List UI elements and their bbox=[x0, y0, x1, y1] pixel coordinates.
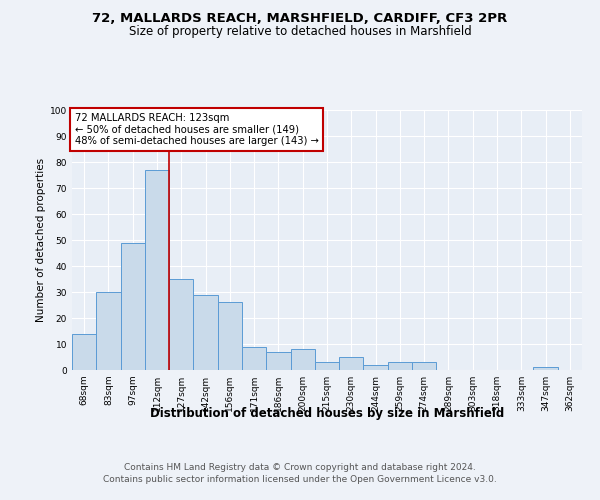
Bar bbox=[242, 346, 266, 370]
Bar bbox=[72, 334, 96, 370]
Bar bbox=[388, 362, 412, 370]
Y-axis label: Number of detached properties: Number of detached properties bbox=[36, 158, 46, 322]
Text: Contains HM Land Registry data © Crown copyright and database right 2024.: Contains HM Land Registry data © Crown c… bbox=[124, 462, 476, 471]
Text: 72 MALLARDS REACH: 123sqm
← 50% of detached houses are smaller (149)
48% of semi: 72 MALLARDS REACH: 123sqm ← 50% of detac… bbox=[74, 112, 319, 146]
Bar bbox=[412, 362, 436, 370]
Bar bbox=[364, 365, 388, 370]
Text: 72, MALLARDS REACH, MARSHFIELD, CARDIFF, CF3 2PR: 72, MALLARDS REACH, MARSHFIELD, CARDIFF,… bbox=[92, 12, 508, 26]
Bar bbox=[218, 302, 242, 370]
Bar bbox=[290, 349, 315, 370]
Bar bbox=[533, 368, 558, 370]
Bar bbox=[339, 357, 364, 370]
Bar bbox=[145, 170, 169, 370]
Text: Contains public sector information licensed under the Open Government Licence v3: Contains public sector information licen… bbox=[103, 475, 497, 484]
Text: Size of property relative to detached houses in Marshfield: Size of property relative to detached ho… bbox=[128, 25, 472, 38]
Bar bbox=[169, 279, 193, 370]
Text: Distribution of detached houses by size in Marshfield: Distribution of detached houses by size … bbox=[150, 408, 504, 420]
Bar bbox=[96, 292, 121, 370]
Bar bbox=[266, 352, 290, 370]
Bar bbox=[121, 242, 145, 370]
Bar bbox=[315, 362, 339, 370]
Bar bbox=[193, 294, 218, 370]
